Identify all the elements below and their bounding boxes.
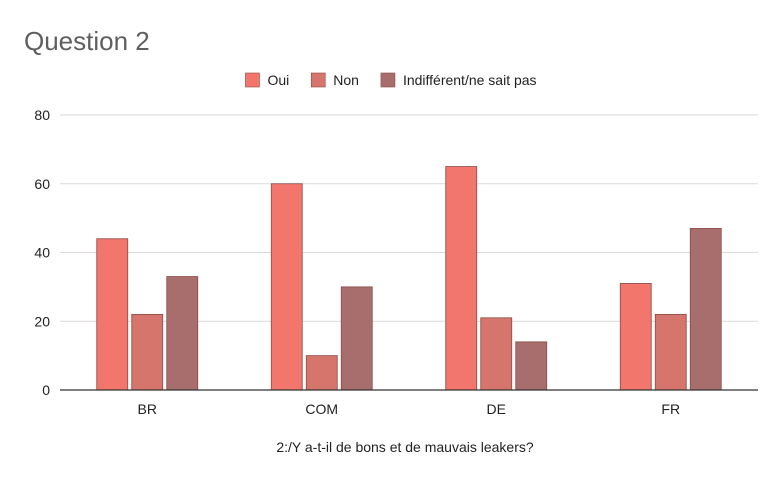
legend-label: Oui: [267, 72, 289, 88]
legend-swatch: [380, 72, 396, 88]
legend-label: Indifférent/ne sait pas: [403, 72, 537, 88]
x-tick-label: DE: [487, 401, 506, 417]
bar-fr-1: [654, 313, 687, 391]
bar-com-1: [305, 355, 338, 391]
y-tick-label: 80: [34, 107, 50, 123]
bar-com-2: [340, 286, 373, 391]
legend-swatch: [310, 72, 326, 88]
legend-swatch: [245, 72, 260, 88]
y-axis-ticks: 0 20 40 60 80: [34, 107, 50, 398]
y-tick-label: 40: [34, 245, 50, 261]
x-axis-title: 2:/Y a-t-il de bons et de mauvais leaker…: [276, 439, 534, 455]
bar-br-1: [131, 313, 164, 391]
bar-br-0: [96, 238, 129, 391]
legend-label: Non: [333, 72, 359, 88]
bars: [96, 166, 722, 391]
y-tick-label: 0: [42, 382, 50, 398]
bar-fr-2: [689, 228, 722, 391]
gridlines: [60, 114, 758, 322]
bar-de-1: [480, 317, 513, 391]
bar-de-2: [515, 341, 548, 391]
bar-de-0: [445, 166, 478, 391]
bar-fr-0: [619, 283, 652, 391]
bar-br-2: [166, 276, 199, 391]
y-tick-label: 20: [34, 313, 50, 329]
x-tick-label: COM: [305, 401, 338, 417]
chart-title: Question 2: [24, 26, 150, 56]
x-axis-labels: BR COM DE FR: [138, 401, 681, 417]
bar-com-0: [270, 183, 303, 391]
x-tick-label: FR: [661, 401, 680, 417]
y-tick-label: 60: [34, 176, 50, 192]
x-tick-label: BR: [138, 401, 157, 417]
legend: Oui Non Indifférent/ne sait pas: [245, 72, 537, 88]
